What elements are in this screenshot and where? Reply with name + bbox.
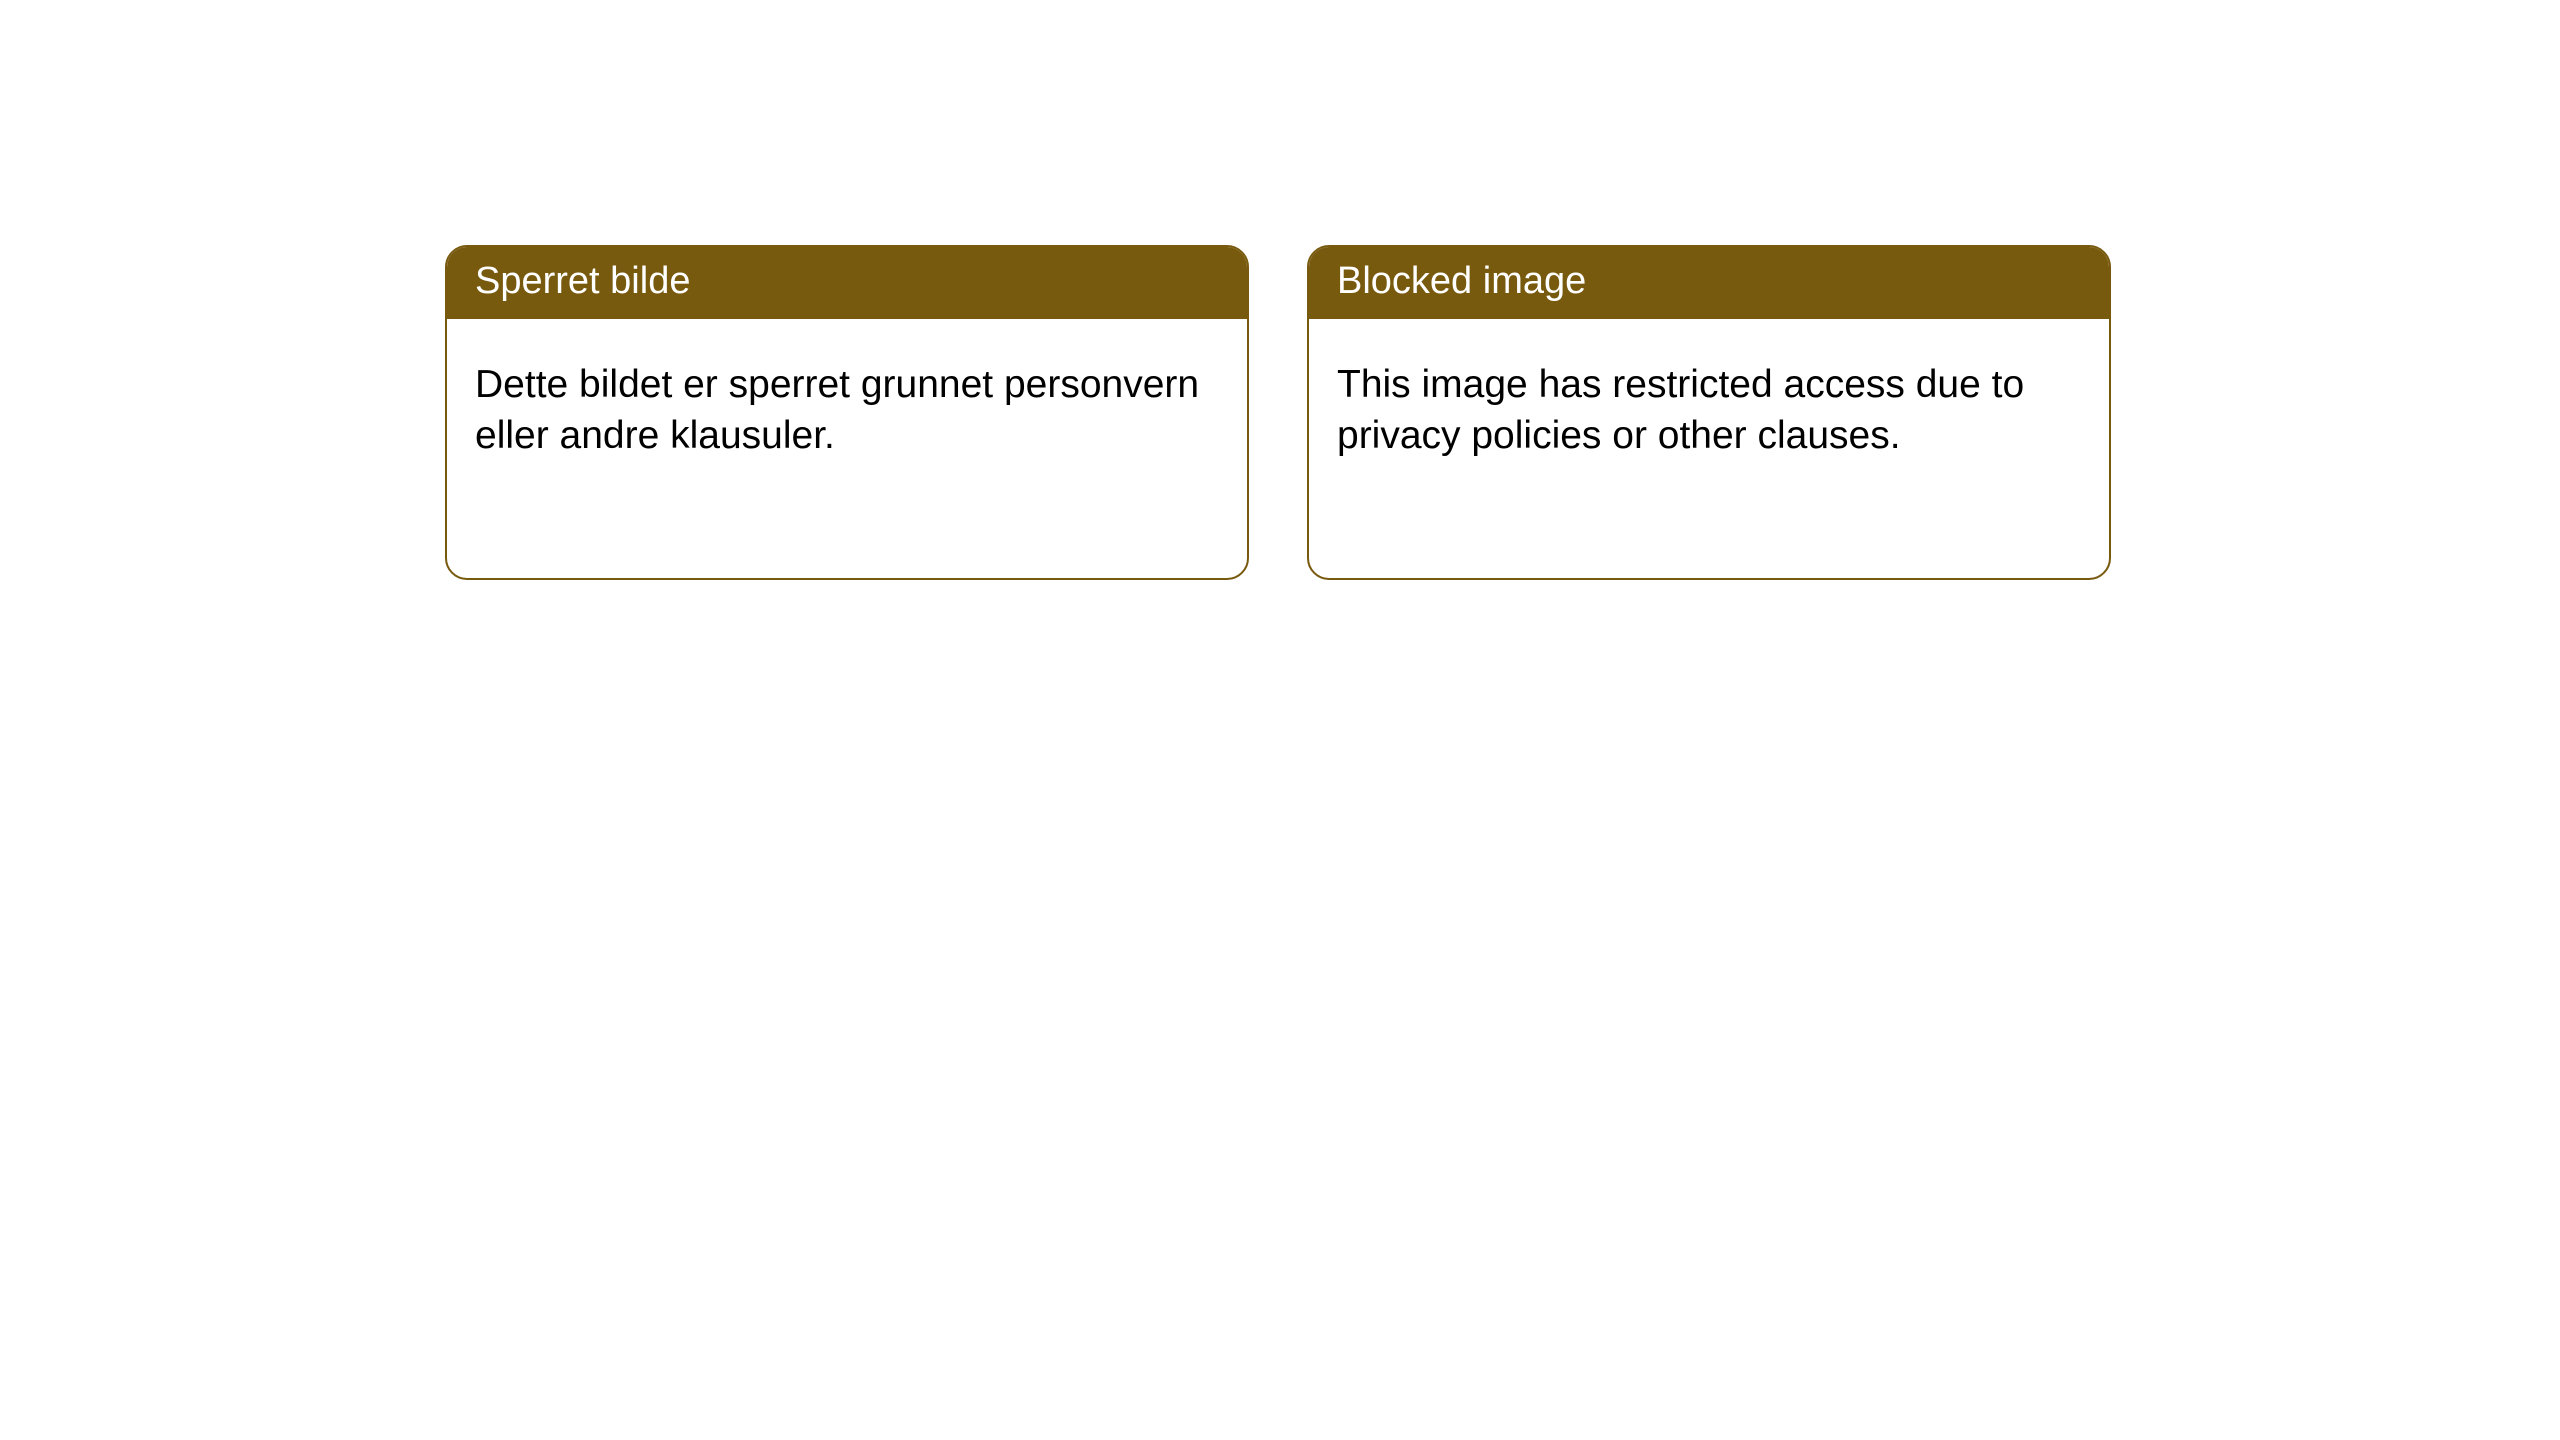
card-title: Sperret bilde (475, 260, 690, 302)
blocked-image-card-en: Blocked image This image has restricted … (1307, 245, 2111, 580)
card-title: Blocked image (1337, 260, 1586, 302)
card-header: Sperret bilde (447, 247, 1247, 319)
card-header: Blocked image (1309, 247, 2109, 319)
card-body-text: This image has restricted access due to … (1337, 363, 2024, 457)
blocked-image-card-no: Sperret bilde Dette bildet er sperret gr… (445, 245, 1249, 580)
card-body-text: Dette bildet er sperret grunnet personve… (475, 363, 1199, 457)
card-body: This image has restricted access due to … (1309, 319, 2109, 490)
card-body: Dette bildet er sperret grunnet personve… (447, 319, 1247, 490)
notice-container: Sperret bilde Dette bildet er sperret gr… (0, 0, 2560, 580)
